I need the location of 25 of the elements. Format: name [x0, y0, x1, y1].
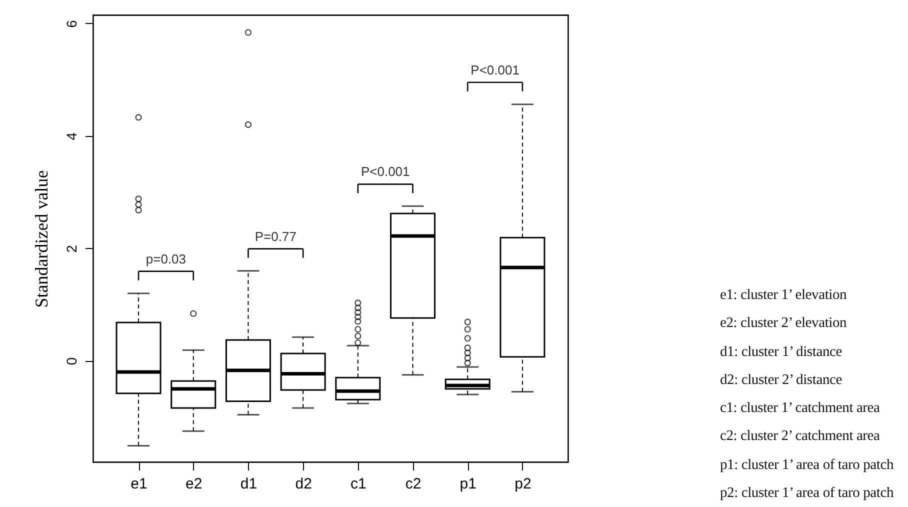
x-tick-label: e2 [186, 476, 202, 492]
annotation: P<0.001 [360, 164, 410, 180]
text: p1: cluster 1’ area of taro patch [720, 456, 894, 475]
x-tick-label: d1 [240, 476, 258, 492]
annotation: P=0.77 [254, 228, 296, 244]
x-tick-label: c2 [405, 476, 422, 492]
text: e2: cluster 2’ elevation [720, 314, 848, 334]
x-tick-label: p2 [514, 476, 532, 492]
x-tick-label: e1 [130, 476, 148, 492]
y-tick-label: 4 [64, 132, 80, 140]
annotation: p=0.03 [146, 251, 186, 266]
y-tick-label: 0 [64, 357, 80, 366]
y-tick-label: 6 [64, 20, 80, 28]
text: c1: cluster 1’ catchment area [720, 399, 881, 418]
annotation: P<0.001 [470, 62, 520, 78]
x-tick-label: d2 [295, 476, 312, 492]
text: d2: cluster 2’ distance [720, 370, 843, 390]
text: c2: cluster 2’ catchment area [720, 427, 881, 446]
text: p2: cluster 1’ area of taro patch [720, 484, 894, 504]
text: e1: cluster 1’ elevation [720, 286, 848, 305]
x-tick-label: c1 [350, 476, 366, 492]
y-axis-title: Standardized value [32, 170, 52, 308]
y-tick-label: 2 [64, 244, 80, 253]
text: d1: cluster 1’ distance [720, 342, 843, 362]
x-tick-label: p1 [460, 476, 476, 492]
